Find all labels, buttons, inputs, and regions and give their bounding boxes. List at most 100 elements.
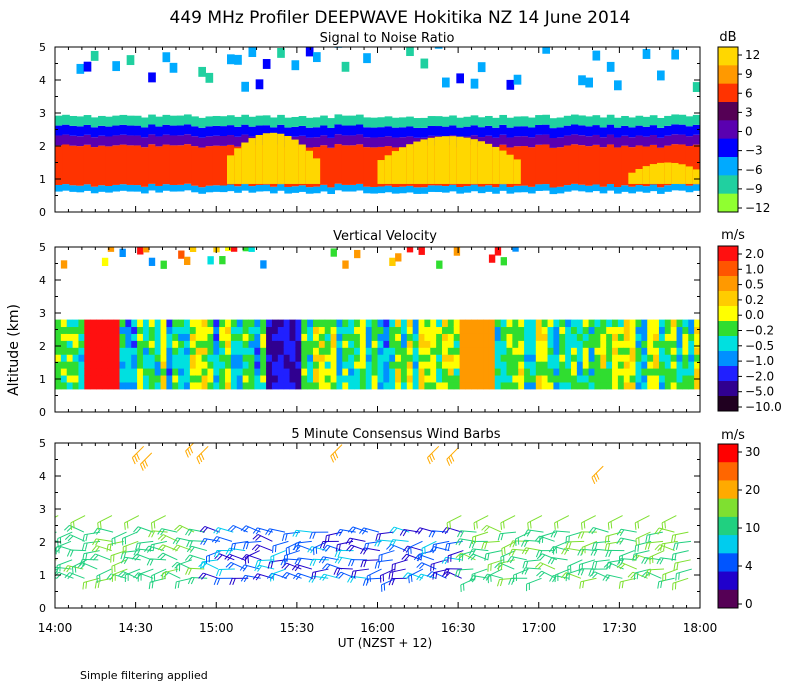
velocity-cell: [500, 361, 507, 369]
wind-barb-feather: [673, 534, 677, 542]
snr-cell: [262, 115, 271, 126]
velocity-cell: [84, 340, 91, 348]
snr-cell: [599, 117, 608, 128]
wind-barb: [281, 572, 302, 580]
wind-barb-feather: [345, 537, 351, 545]
velocity-cell: [459, 319, 466, 328]
velocity-cell: [125, 347, 132, 355]
velocity-cell: [78, 361, 85, 369]
wind-barb-shaft: [204, 525, 220, 533]
velocity-cell: [96, 354, 103, 362]
velocity-cell: [236, 319, 244, 328]
velocity-cell: [477, 361, 484, 369]
velocity-cell: [225, 368, 232, 376]
wind-barb-feather: [131, 553, 138, 560]
velocity-cell: [612, 354, 619, 362]
wind-barb: [185, 567, 205, 575]
velocity-cell: [107, 381, 115, 390]
velocity-cell: [219, 381, 226, 390]
wind-barb-shaft: [486, 524, 502, 533]
snr-cell: [76, 126, 85, 137]
velocity-cell: [242, 368, 249, 376]
wind-barb-feather: [522, 561, 526, 569]
velocity-cell: [166, 354, 173, 362]
velocity-cell: [565, 361, 572, 369]
y-tick-label: 4: [39, 274, 46, 287]
velocity-cell: [348, 347, 355, 355]
velocity-cell: [471, 375, 478, 383]
velocity-cell: [623, 326, 631, 334]
snr-cell: [191, 126, 199, 137]
wind-barb-feather: [188, 568, 192, 575]
velocity-cell: [447, 340, 455, 348]
snr-cell: [356, 134, 364, 145]
velocity-cell: [330, 361, 337, 369]
velocity-cell: [266, 361, 273, 369]
wind-barb-shaft: [473, 515, 489, 524]
velocity-cell: [348, 333, 355, 341]
velocity-cell: [119, 347, 126, 355]
wind-barb: [345, 537, 366, 545]
velocity-cell: [207, 340, 214, 348]
wind-barb: [148, 577, 166, 590]
snr-cell: [420, 187, 429, 194]
wind-barb: [283, 550, 301, 563]
velocity-cell: [365, 340, 373, 348]
wind-barb: [82, 577, 100, 590]
wind-barb: [333, 567, 353, 576]
velocity-cell: [271, 361, 279, 369]
velocity-cell: [565, 368, 572, 376]
velocity-cell: [354, 326, 361, 334]
velocity-cell: [254, 347, 261, 355]
wind-barb-feather: [577, 548, 582, 556]
velocity-cell: [266, 333, 273, 341]
velocity-cell: [166, 368, 173, 376]
wind-barb: [375, 531, 394, 541]
y-tick-label: 1: [39, 173, 46, 186]
velocity-cell: [447, 333, 455, 341]
wind-barb: [139, 452, 153, 471]
velocity-cell: [623, 354, 631, 362]
snr-peak-cell: [692, 169, 700, 184]
velocity-cell: [694, 361, 700, 369]
snr-cell: [434, 126, 443, 136]
wind-barb-feather: [404, 554, 410, 561]
snr-cell: [363, 117, 371, 128]
velocity-cell: [658, 368, 666, 376]
velocity-cell: [195, 368, 203, 376]
wind-barb-feather: [374, 561, 378, 569]
wind-barb-feather: [503, 547, 506, 555]
snr-upper-cell: [205, 72, 214, 83]
wind-barb-feather: [131, 457, 136, 465]
colorbar-label: −3: [745, 144, 763, 158]
wind-barb-feather: [637, 521, 640, 529]
snr-cell: [578, 184, 586, 192]
velocity-cell: [582, 347, 590, 355]
velocity-cell: [318, 340, 326, 348]
velocity-cell: [612, 375, 619, 383]
velocity-cell: [676, 333, 683, 341]
wind-barb-feather: [417, 554, 420, 562]
wind-barb-feather: [416, 573, 422, 581]
velocity-cell: [553, 361, 560, 369]
wind-barb-feather: [420, 553, 423, 561]
wind-barb-feather: [96, 575, 98, 583]
velocity-cell: [301, 340, 308, 348]
colorbar-swatch: [718, 589, 738, 609]
wind-barb-feather: [369, 574, 371, 582]
velocity-cell: [688, 361, 695, 369]
wind-barb-shaft: [672, 550, 689, 555]
velocity-cell: [529, 375, 537, 383]
wind-barb-feather: [499, 579, 503, 587]
velocity-cell: [266, 347, 273, 355]
wind-barb-shaft: [407, 540, 423, 549]
velocity-cell: [154, 361, 162, 369]
velocity-cell: [313, 368, 320, 376]
wind-barb-shaft: [377, 531, 394, 535]
snr-cell: [169, 125, 178, 136]
velocity-cell: [406, 347, 414, 355]
wind-barbs-field: [55, 443, 692, 592]
velocity-cell: [424, 340, 431, 348]
velocity-cell: [670, 354, 678, 362]
snr-cell: [262, 184, 271, 192]
